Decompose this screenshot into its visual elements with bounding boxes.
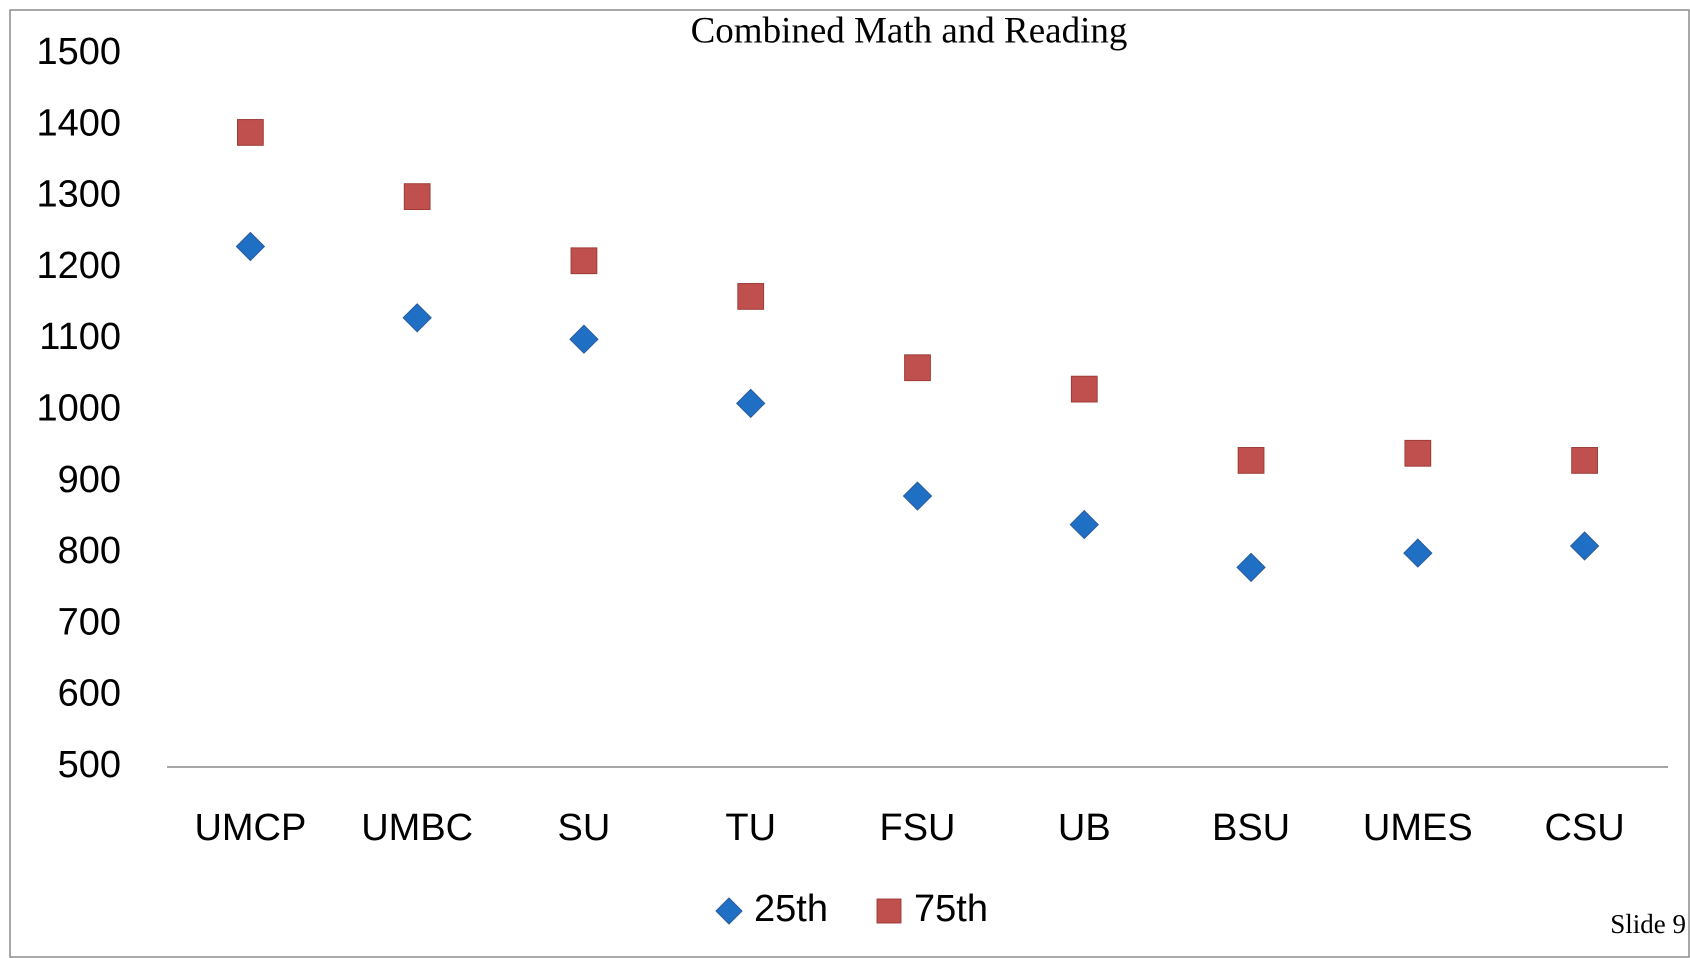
y-tick-label: 1100 xyxy=(39,316,121,358)
legend-label: 25th xyxy=(754,888,828,930)
point xyxy=(902,481,933,511)
y-tick-label: 800 xyxy=(58,530,121,572)
point xyxy=(237,119,264,146)
y-tick-label: 1300 xyxy=(36,174,121,216)
y-tick-label: 1200 xyxy=(36,245,121,287)
x-tick-label: UMBC xyxy=(361,807,473,849)
point xyxy=(1070,375,1098,403)
y-tick-label: 500 xyxy=(58,744,121,786)
point xyxy=(570,247,598,275)
x-tick-label: CSU xyxy=(1544,807,1624,849)
point xyxy=(1237,447,1265,474)
x-tick-label: BSU xyxy=(1212,807,1290,849)
point xyxy=(904,354,931,382)
legend-marker xyxy=(876,898,902,924)
legend-label: 75th xyxy=(914,888,988,930)
y-tick-label: 900 xyxy=(58,459,121,501)
point xyxy=(569,324,599,354)
point xyxy=(235,231,266,262)
point xyxy=(736,388,766,419)
y-tick-label: 1000 xyxy=(36,388,121,430)
legend-marker xyxy=(715,897,743,925)
point xyxy=(402,303,432,333)
y-tick-label: 700 xyxy=(58,601,121,643)
x-tick-label: UMES xyxy=(1363,807,1473,849)
point xyxy=(1404,439,1432,467)
x-tick-label: SU xyxy=(558,807,611,849)
y-tick-label: 1400 xyxy=(36,102,121,144)
point xyxy=(1069,509,1099,540)
point xyxy=(1571,447,1598,474)
x-tick-label: FSU xyxy=(880,807,956,849)
chart-title: Combined Math and Reading xyxy=(691,10,1128,51)
x-tick-label: TU xyxy=(725,807,776,849)
point xyxy=(403,183,431,210)
point xyxy=(1569,531,1600,561)
point xyxy=(737,283,765,310)
x-tick-label: UB xyxy=(1058,807,1111,849)
frame xyxy=(9,9,1690,958)
y-tick-label: 600 xyxy=(58,673,121,715)
point xyxy=(1403,538,1433,568)
y-tick-label: 1500 xyxy=(36,31,121,73)
point xyxy=(1236,552,1266,583)
x-tick-label: UMCP xyxy=(194,807,306,849)
slide-number: Slide 9 xyxy=(1610,909,1686,939)
